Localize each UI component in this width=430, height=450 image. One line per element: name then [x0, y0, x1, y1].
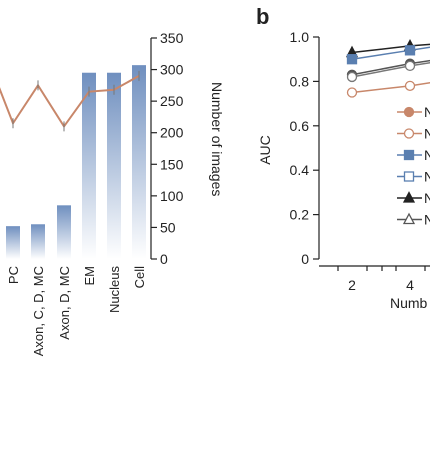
series: [346, 60, 430, 83]
series-line: [351, 62, 430, 78]
tick-label: 0: [160, 251, 168, 267]
tick-label: 250: [160, 93, 184, 109]
y-axis-label: AUC: [257, 135, 273, 165]
category-label: EM: [82, 266, 97, 286]
category-label: Nucleus: [107, 266, 122, 313]
marker: [346, 71, 358, 83]
legend-label: N: [424, 190, 430, 206]
marker: [346, 54, 358, 65]
legend-entry: N: [397, 104, 430, 120]
category-labels: PC Axon, C, D, MC Axon, D, MC EM Nucleus Cell: [6, 266, 147, 357]
tick-label: 350: [160, 30, 184, 46]
bar: [6, 226, 20, 259]
marker: [402, 191, 416, 203]
marker: [403, 149, 415, 161]
category-label: Axon, C, D, MC: [31, 266, 46, 356]
right-y-axis-label: Number of images: [209, 82, 225, 196]
tick-label: 200: [160, 125, 184, 141]
bar: [82, 72, 96, 259]
tick-label: 150: [160, 156, 184, 172]
y-tick-label: 0: [301, 251, 309, 267]
bar-series: [6, 65, 146, 259]
right-y-axis: 0 50 100 150 200 250 300 350: [150, 30, 184, 267]
y-tick-label: 1.0: [290, 29, 310, 45]
category-label: PC: [6, 266, 21, 284]
marker: [404, 60, 416, 72]
series-line: [351, 82, 430, 94]
category-label: Cell: [132, 266, 147, 289]
x-tick-label: 4: [406, 277, 414, 293]
panel-a-chart: 0 50 100 150 200 250 300 350 PC Axon, C, D, MC Ax…: [0, 30, 225, 356]
bar: [132, 65, 146, 259]
legend-label: N: [424, 126, 430, 142]
bar: [107, 72, 121, 259]
legend-label: N: [424, 212, 430, 228]
line-series: [0, 70, 140, 132]
legend-label: N: [424, 104, 430, 120]
x-axis-label: Numb: [390, 295, 428, 311]
series-line: [351, 43, 430, 54]
marker: [346, 87, 358, 98]
tick-label: 50: [160, 219, 176, 235]
legend-entry: N: [397, 147, 430, 163]
panel-b-label: b: [256, 4, 269, 29]
y-tick-label: 0.2: [290, 207, 310, 223]
axes: 0 0.2 0.4 0.6 0.8 1.0 2 4: [290, 29, 430, 293]
category-label: Axon, D, MC: [57, 266, 72, 340]
y-tick-label: 0.4: [290, 162, 310, 178]
y-tick-label: 0.6: [290, 118, 310, 134]
marker: [402, 212, 416, 225]
marker: [403, 128, 415, 139]
tick-label: 100: [160, 188, 184, 204]
marker: [403, 106, 415, 118]
legend-label: N: [424, 169, 430, 185]
bar: [31, 224, 45, 259]
legend-entry: N: [397, 126, 430, 142]
marker: [404, 45, 416, 56]
bar: [57, 205, 71, 259]
line-series-group: [345, 38, 430, 98]
legend-entry: N: [397, 212, 430, 228]
legend-label: N: [424, 147, 430, 163]
y-tick-label: 0.8: [290, 73, 310, 89]
series: [346, 45, 430, 65]
x-tick-label: 2: [348, 277, 356, 293]
tick-label: 300: [160, 62, 184, 78]
marker: [404, 80, 416, 91]
legend-entry: N: [397, 190, 430, 206]
series-line: [351, 59, 430, 76]
marker: [403, 171, 415, 182]
series: [346, 80, 430, 98]
legend-entry: N: [397, 169, 430, 185]
